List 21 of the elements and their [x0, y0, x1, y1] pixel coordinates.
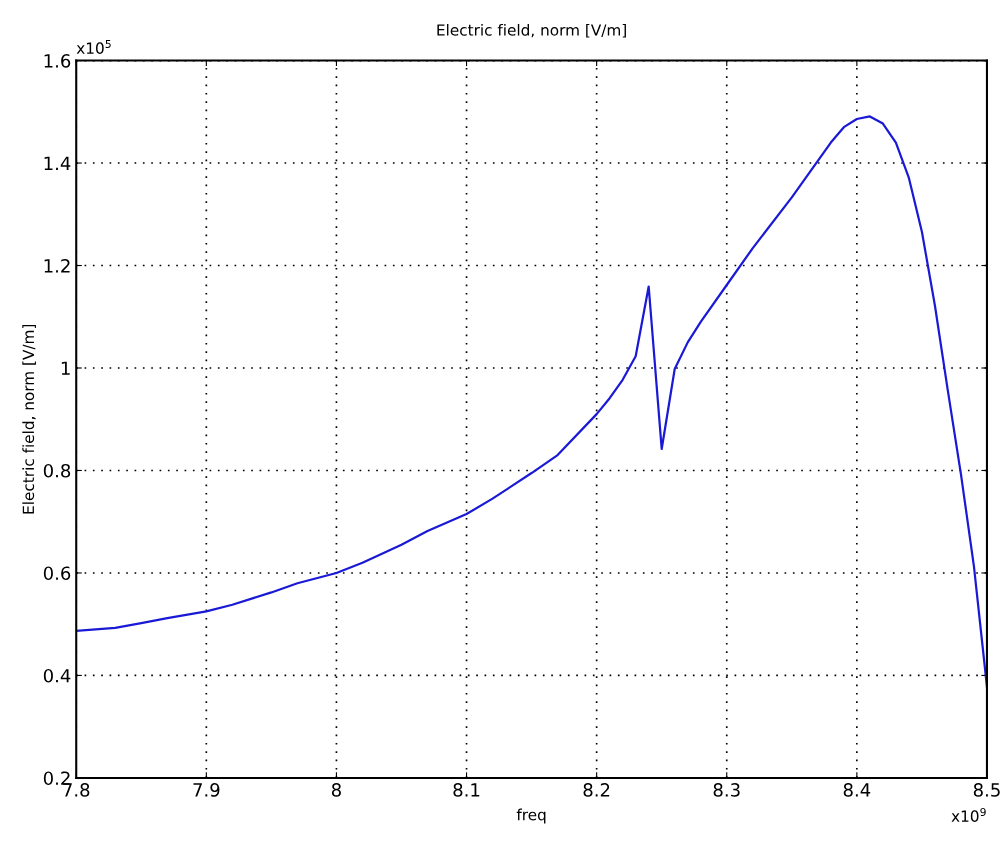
- y-tick-label: 1.2: [44, 258, 70, 273]
- x-tick-label: 8.3: [713, 783, 740, 797]
- text: x10$^{5}$: [76, 40, 111, 54]
- y-tick-label: 0.8: [43, 463, 71, 478]
- x-tick-label: 8.1: [453, 783, 480, 797]
- x-tick-label: 7.8: [63, 783, 90, 797]
- x-tick-label: 8.5: [973, 783, 1000, 797]
- x-axis-title: freq: [516, 808, 546, 824]
- y-tick-label: 0.4: [43, 668, 71, 683]
- y-tick-label: 1.6: [44, 54, 71, 68]
- x-tick-label: 8: [331, 783, 341, 797]
- y-tick-label: 0.6: [43, 566, 71, 581]
- y-tick-label: 1: [61, 361, 70, 375]
- chart-title: Electric field, norm [V/m]: [437, 23, 626, 38]
- y-tick-label: 1.4: [44, 156, 71, 170]
- y-tick-label: 0.2: [43, 771, 70, 786]
- x-tick-label: 7.9: [193, 783, 220, 797]
- text: x10$^{9}$: [951, 807, 986, 822]
- y-axis-title: Electric field, norm [V/m]: [22, 324, 36, 514]
- x-tick-label: 8.2: [583, 783, 610, 797]
- x-tick-label: 8.4: [843, 783, 871, 797]
